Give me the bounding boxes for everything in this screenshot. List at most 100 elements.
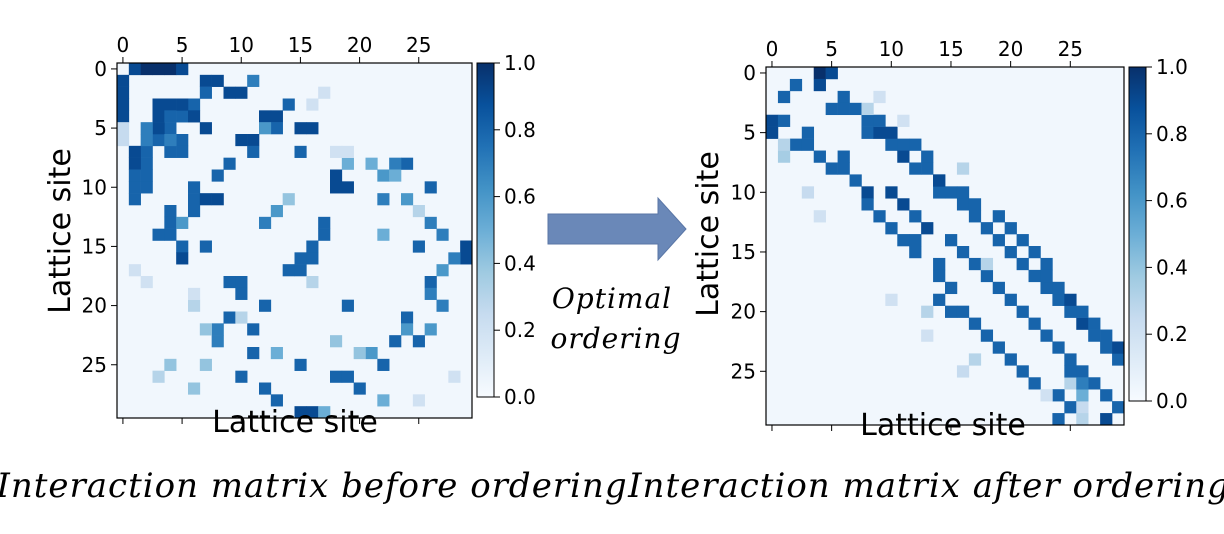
heatmap-cell — [1028, 317, 1041, 330]
heatmap-cell — [164, 216, 177, 229]
heatmap-cell — [1016, 365, 1029, 378]
arrow-label-line1: Optimal — [552, 282, 672, 315]
heatmap-cell — [813, 150, 826, 163]
colorbar-tick-label: 1.0 — [1156, 55, 1188, 79]
heatmap-cell — [164, 63, 177, 76]
heatmap-before-panel: 0 5 10 15 20 25 0 5 10 15 20 25 Lattice site Lattic… — [43, 33, 536, 440]
heatmap-cell — [128, 181, 141, 194]
heatmap-cell — [164, 228, 177, 241]
heatmap-cell — [968, 353, 982, 366]
heatmap-cell — [117, 98, 130, 111]
heatmap-cell — [980, 222, 994, 235]
heatmap-cell — [460, 252, 473, 265]
heatmap-cell — [921, 305, 934, 318]
heatmap-cell — [873, 90, 886, 104]
heatmap-cell — [377, 193, 390, 206]
heatmap-cell — [294, 358, 307, 371]
heatmap-cell — [448, 252, 461, 265]
heatmap-after-cells — [766, 67, 1125, 426]
heatmap-cell — [259, 299, 272, 312]
x-tick-label: 10 — [879, 37, 904, 61]
heatmap-cell — [873, 114, 886, 127]
y-tick-label: 5 — [94, 116, 107, 140]
heatmap-cell — [128, 264, 141, 277]
heatmap-cell — [801, 126, 815, 139]
heatmap-cell — [885, 138, 898, 151]
heatmap-cell — [176, 252, 189, 265]
caption-before: Interaction matrix before ordering — [0, 466, 628, 506]
heatmap-cell — [270, 205, 283, 218]
x-tick-label: 10 — [229, 33, 254, 57]
heatmap-cell — [152, 122, 165, 135]
arrow-shape — [547, 196, 687, 262]
heatmap-cell — [1100, 329, 1113, 342]
heatmap-cell — [353, 382, 366, 395]
heatmap-cell — [873, 210, 886, 223]
colorbar-tick-label: 1.0 — [504, 51, 536, 75]
heatmap-cell — [849, 102, 862, 116]
heatmap-cell — [789, 138, 803, 151]
heatmap-cell — [318, 406, 331, 419]
heatmap-cell — [424, 216, 437, 229]
heatmap-after-panel: 0 5 10 15 20 25 0 5 10 15 20 25 Lattice site Lattic… — [691, 37, 1188, 443]
heatmap-cell — [188, 287, 201, 300]
heatmap-cell — [152, 63, 165, 76]
heatmap-cell — [424, 287, 437, 300]
heatmap-cell — [1016, 234, 1029, 247]
heatmap-cell — [921, 222, 934, 235]
heatmap-cell — [401, 323, 414, 336]
heatmap-cell — [164, 134, 177, 147]
heatmap-cell — [164, 98, 177, 111]
heatmap-cell — [306, 276, 319, 289]
heatmap-cell — [897, 198, 910, 211]
heatmap-cell — [1052, 413, 1065, 426]
heatmap-cell — [211, 74, 224, 87]
heatmap-cell — [164, 205, 177, 218]
heatmap-cell — [945, 234, 958, 247]
heatmap-before-cells — [117, 63, 473, 419]
colorbar-before: 0.0 0.2 0.4 0.6 0.8 1.0 — [476, 51, 536, 409]
heatmap-cell — [980, 269, 994, 283]
heatmap-cell — [980, 257, 994, 271]
heatmap-cell — [1052, 293, 1065, 306]
heatmap-cell — [341, 181, 354, 194]
heatmap-cell — [424, 181, 437, 194]
heatmap-cell — [909, 210, 922, 223]
heatmap-cell — [223, 276, 236, 289]
heatmap-cell — [401, 311, 414, 324]
heatmap-cell — [885, 222, 898, 235]
heatmap-cell — [412, 394, 425, 407]
y-tick-label: 20 — [731, 300, 756, 324]
heatmap-cell — [1112, 353, 1125, 366]
heatmap-cell — [777, 90, 791, 104]
heatmap-cell — [211, 323, 224, 336]
heatmap-cell — [873, 126, 886, 139]
heatmap-cell — [377, 394, 390, 407]
heatmap-cell — [176, 145, 189, 158]
heatmap-cell — [825, 67, 838, 80]
arrow: Optimal ordering — [547, 196, 687, 355]
heatmap-cell — [365, 347, 378, 360]
caption-after: Interaction matrix after ordering — [627, 466, 1224, 506]
heatmap-cell — [164, 110, 177, 123]
x-tick-label: 5 — [825, 37, 838, 61]
heatmap-cell — [199, 193, 212, 206]
heatmap-cell — [306, 406, 319, 419]
heatmap-cell — [1052, 389, 1065, 402]
heatmap-cell — [1040, 281, 1053, 295]
heatmap-cell — [128, 63, 141, 76]
heatmap-cell — [176, 240, 189, 253]
heatmap-cell — [909, 234, 922, 247]
heatmap-cell — [247, 74, 260, 87]
heatmap-cell — [188, 181, 201, 194]
heatmap-cell — [861, 186, 874, 199]
heatmap-cell — [801, 186, 815, 199]
heatmap-cell — [377, 358, 390, 371]
heatmap-cell — [945, 305, 958, 318]
heatmap-cell — [247, 145, 260, 158]
heatmap-cell — [223, 86, 236, 99]
heatmap-cell — [176, 134, 189, 147]
heatmap-cell — [861, 102, 874, 116]
heatmap-cell — [294, 406, 307, 419]
